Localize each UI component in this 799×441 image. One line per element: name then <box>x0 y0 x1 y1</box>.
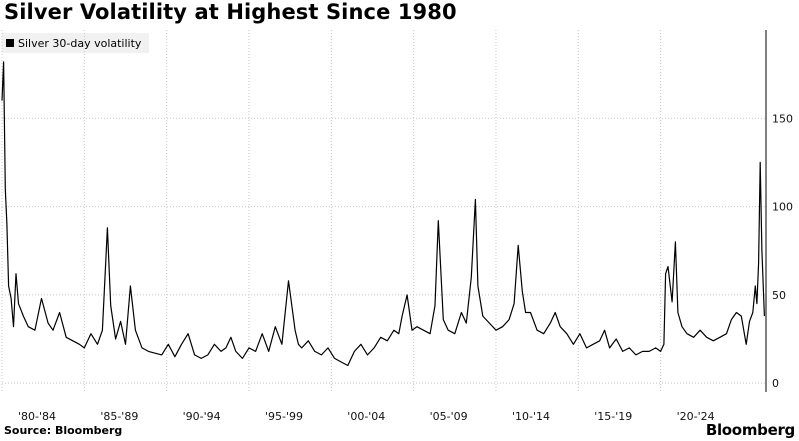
x-axis-ticks: '80-'84 '85-'89 '90-'94 '95-'99 '00-'04 '05-'… <box>18 410 715 423</box>
y-tick-label: 0 <box>772 377 779 390</box>
x-tick-label: '00-'04 <box>347 410 385 423</box>
legend-label: Silver 30-day volatility <box>18 36 142 50</box>
bloomberg-logo: Bloomberg <box>705 421 795 439</box>
x-tick-label: '90-'94 <box>183 410 221 423</box>
chart-legend: Silver 30-day volatility <box>2 33 150 53</box>
x-tick-label: '95-'99 <box>265 410 303 423</box>
y-axis-ticks: 0 50 100 150 <box>772 112 793 390</box>
y-tick-label: 100 <box>772 201 793 214</box>
series-layer <box>1 61 765 367</box>
x-tick-label: '80-'84 <box>18 410 56 423</box>
source-note: Source: Bloomberg <box>4 424 123 437</box>
x-tick-label: '20-'24 <box>677 410 715 423</box>
x-tick-label: '05-'09 <box>430 410 468 423</box>
chart-title: Silver Volatility at Highest Since 1980 <box>4 0 457 24</box>
series-line-0 <box>1 61 765 367</box>
legend-swatch <box>6 39 14 47</box>
y-tick-label: 150 <box>772 112 793 125</box>
x-tick-label: '10-'14 <box>512 410 550 423</box>
chart-grid <box>1 30 767 392</box>
y-tick-label: 50 <box>772 289 786 302</box>
x-tick-label: '85-'89 <box>100 410 138 423</box>
x-tick-label: '15-'19 <box>594 410 632 423</box>
